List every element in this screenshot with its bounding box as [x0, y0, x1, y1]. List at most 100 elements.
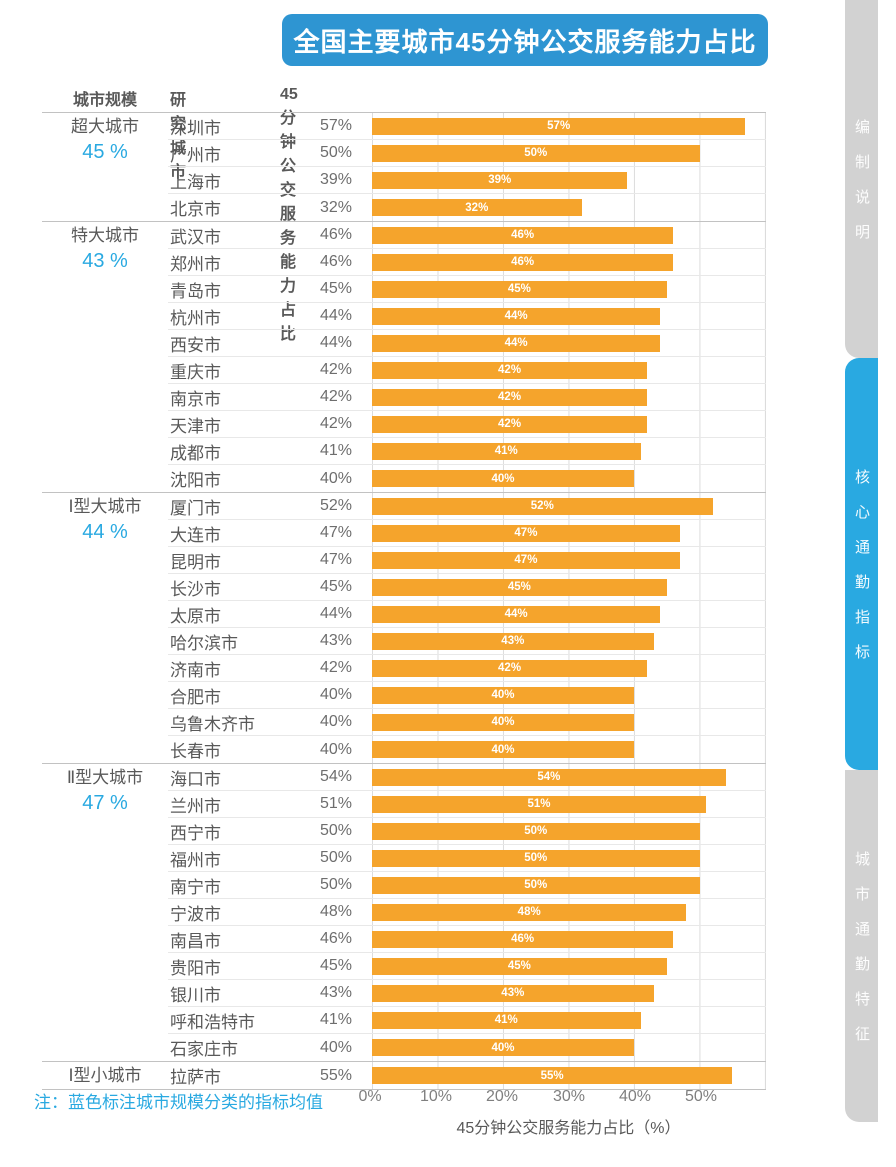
bar-track: 43% — [372, 980, 766, 1006]
column-header-city-scale: 城市规模 — [72, 92, 137, 109]
bar-track: 42% — [372, 655, 766, 681]
group-rows: 厦门市 52% 52% 大连市 47% 47% 昆明市 47% 47% 长沙市 45% 45% 太原市 4… — [168, 493, 766, 763]
bar-value-label: 50% — [524, 879, 548, 891]
bar-value-label: 47% — [514, 554, 538, 566]
section-tab-2[interactable]: 核心通勤指标 — [845, 358, 878, 770]
table-row: 济南市 42% 42% — [168, 655, 766, 682]
bar: 47% — [372, 551, 680, 569]
city-value: 42% — [319, 659, 353, 676]
group-average-value: 43 % — [82, 250, 128, 272]
bar: 43% — [372, 632, 654, 650]
bar: 41% — [372, 442, 641, 460]
city-value: 40% — [319, 1038, 353, 1056]
bar: 44% — [372, 307, 661, 325]
x-axis-tick: 50% — [684, 1088, 718, 1105]
bar-track: 32% — [372, 194, 766, 221]
bar: 47% — [372, 524, 680, 542]
table-row: 沈阳市 40% 40% — [168, 465, 766, 492]
city-value: 41% — [319, 442, 353, 459]
table-row: 上海市 39% 39% — [168, 167, 766, 194]
x-axis-tick: 40% — [618, 1088, 652, 1105]
city-name: 杭州市 — [170, 308, 221, 328]
city-value: 47% — [319, 551, 353, 568]
section-tab-1[interactable]: 编制说明 — [845, 0, 878, 358]
bar-track: 46% — [372, 249, 766, 275]
bar: 45% — [372, 578, 667, 596]
bar-value-label: 47% — [514, 527, 538, 539]
table-row: 长沙市 45% 45% — [168, 574, 766, 601]
city-name: 南昌市 — [170, 931, 221, 951]
bar-track: 45% — [372, 276, 766, 302]
group-average-value: 44 % — [82, 521, 128, 543]
bar: 55% — [372, 1067, 733, 1084]
bar-track: 45% — [372, 953, 766, 979]
bar: 52% — [372, 497, 713, 515]
city-value: 40% — [319, 740, 353, 758]
bar-value-label: 48% — [517, 906, 541, 918]
bar-track: 41% — [372, 1007, 766, 1033]
table-row: 深圳市 57% 57% — [168, 113, 766, 140]
city-value: 50% — [319, 849, 353, 866]
group-rows: 武汉市 46% 46% 郑州市 46% 46% 青岛市 45% 45% 杭州市 44% 44% 西安市 4… — [168, 222, 766, 492]
city-value: 46% — [319, 226, 353, 243]
city-value: 42% — [319, 361, 353, 378]
section-tab-label: 编制说明 — [853, 119, 870, 259]
bar: 50% — [372, 876, 700, 894]
group-average-value: 45 % — [82, 141, 128, 163]
city-name: 呼和浩特市 — [170, 1012, 255, 1032]
city-value: 45% — [319, 280, 353, 297]
bar-value-label: 52% — [530, 500, 554, 512]
table-row: 南宁市 50% 50% — [168, 872, 766, 899]
bar-value-label: 50% — [524, 147, 548, 159]
city-name: 乌鲁木齐市 — [170, 714, 255, 734]
bar-track: 42% — [372, 357, 766, 383]
city-value: 57% — [319, 117, 353, 134]
city-value: 32% — [319, 198, 353, 216]
city-name: 哈尔滨市 — [170, 633, 238, 653]
table-row: 银川市 43% 43% — [168, 980, 766, 1007]
table-row: 合肥市 40% 40% — [168, 682, 766, 709]
city-value: 47% — [319, 524, 353, 541]
bar-value-label: 55% — [540, 1069, 564, 1082]
table-row: 宁波市 48% 48% — [168, 899, 766, 926]
city-value: 43% — [319, 632, 353, 649]
bar-track: 42% — [372, 384, 766, 410]
table-row: 石家庄市 40% 40% — [168, 1034, 766, 1061]
table-row: 厦门市 52% 52% — [168, 493, 766, 520]
table-row: 哈尔滨市 43% 43% — [168, 628, 766, 655]
city-name: 贵阳市 — [170, 958, 221, 978]
bar-track: 40% — [372, 1034, 766, 1061]
bar-track: 48% — [372, 899, 766, 925]
bar-track: 50% — [372, 818, 766, 844]
bar-value-label: 46% — [511, 256, 535, 268]
bar-track: 44% — [372, 601, 766, 627]
group-rows: 海口市 54% 54% 兰州市 51% 51% 西宁市 50% 50% 福州市 50% 50% 南宁市 5… — [168, 764, 766, 1061]
section-tab-3[interactable]: 城市通勤特征 — [845, 770, 878, 1122]
table-row: 南京市 42% 42% — [168, 384, 766, 411]
city-value: 39% — [319, 171, 353, 188]
bar-value-label: 50% — [524, 825, 548, 837]
bar-value-label: 46% — [511, 933, 535, 945]
city-name: 大连市 — [170, 525, 221, 545]
city-name: 深圳市 — [170, 118, 221, 138]
bar: 46% — [372, 930, 674, 948]
bar-value-label: 42% — [498, 418, 522, 430]
city-scale-group: Ⅰ型大城市 44 % 厦门市 52% 52% 大连市 47% 47% 昆明市 47% 47% 长沙市 4… — [42, 492, 766, 763]
bar-track: 42% — [372, 411, 766, 437]
bar-track: 46% — [372, 926, 766, 952]
bar-value-label: 44% — [504, 310, 528, 322]
x-axis-ticks: 0% 10% 20% 30% 40% 50% — [358, 1088, 767, 1110]
city-name: 北京市 — [170, 200, 221, 219]
city-name: 南京市 — [170, 389, 221, 409]
bar-value-label: 54% — [537, 771, 561, 783]
city-name: 合肥市 — [170, 687, 221, 707]
city-name: 武汉市 — [170, 227, 221, 247]
city-name: 厦门市 — [170, 498, 221, 518]
bar: 42% — [372, 659, 648, 677]
city-value: 46% — [319, 930, 353, 947]
group-scale-label: 特大城市 — [71, 226, 139, 245]
table-row: 天津市 42% 42% — [168, 411, 766, 438]
x-axis-tick: 0% — [358, 1088, 382, 1105]
bar-track: 50% — [372, 872, 766, 898]
city-value: 43% — [319, 984, 353, 1001]
